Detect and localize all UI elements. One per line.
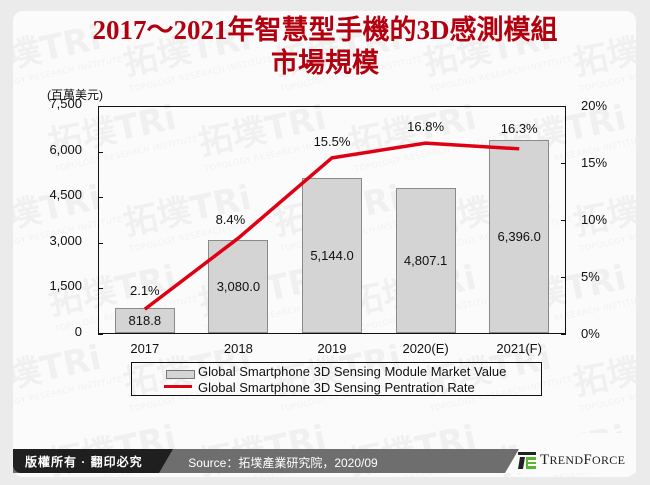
bar-value-label: 4,807.1 [403, 252, 448, 268]
penetration-rate-label: 16.3% [500, 120, 538, 136]
legend-bar-label: Global Smartphone 3D Sensing Module Mark… [198, 364, 507, 379]
legend: Global Smartphone 3D Sensing Module Mark… [131, 362, 542, 396]
left-axis-tick-label: 7,500 [49, 96, 82, 111]
left-axis-tick [98, 288, 103, 290]
footer-copyright-band [13, 449, 173, 473]
left-axis-tick [98, 151, 103, 153]
left-axis-unit: (百萬美元) [47, 88, 103, 102]
penetration-rate-label: 15.5% [313, 133, 351, 149]
penetration-rate-label: 2.1% [129, 283, 160, 299]
x-axis-label: 2019 [317, 341, 347, 356]
right-axis-tick-label: 20% [581, 98, 608, 113]
market-value-bar: 6,396.0 [489, 140, 550, 333]
legend-bar-swatch [166, 370, 195, 379]
bar-value-label: 6,396.0 [497, 228, 541, 244]
trendforce-logo-icon [518, 452, 536, 469]
watermark-logo: 拓墣TRiTOPOLOGY RESEARCH INSTITUTE [13, 326, 124, 414]
chart-title: 2017～2021年智慧型手機的3D感測模組 市場規模 [0, 14, 650, 80]
left-axis-tick [98, 242, 103, 244]
x-axis-label: 2018 [223, 341, 253, 356]
left-axis-tick-label: 3,000 [49, 232, 82, 248]
penetration-rate-line [143, 141, 520, 311]
right-axis-tick-label: 15% [581, 155, 608, 170]
market-value-bar: 5,144.0 [302, 178, 362, 333]
left-axis-tick-label: 4,500 [49, 187, 82, 203]
right-axis-tick [561, 334, 566, 335]
trendforce-logo: TRENDFORCE [518, 452, 625, 469]
legend-line-label: Global Smartphone 3D Sensing Pentration … [198, 380, 475, 395]
bar-value-label: 818.8 [128, 312, 162, 328]
penetration-rate-label: 8.4% [215, 212, 246, 228]
left-axis-tick-label: 0 [74, 324, 82, 339]
footer: 版權所有 · 翻印必究 Source：拓墣產業研究院，2020/09 TREND… [13, 433, 636, 473]
right-axis-tick-label: 10% [581, 212, 608, 227]
right-axis-tick [561, 163, 566, 164]
x-axis-label: 2017 [130, 341, 160, 356]
market-value-bar: 818.8 [114, 308, 175, 333]
right-axis-tick-label: 0% [581, 326, 600, 341]
penetration-rate-label: 16.8% [407, 119, 445, 135]
right-axis-tick [561, 277, 566, 278]
x-axis-label: 2021(F) [496, 341, 542, 356]
x-axis-label: 2020(E) [402, 341, 449, 356]
right-axis-tick-label: 5% [581, 269, 600, 284]
left-axis-tick-label: 6,000 [49, 141, 82, 157]
source-text: Source：拓墣產業研究院，2020/09 [188, 456, 378, 470]
bar-value-label: 3,080.0 [216, 278, 261, 294]
copyright-text: 版權所有 · 翻印必究 [25, 455, 143, 469]
left-axis-tick [98, 334, 103, 335]
plot-area: 818.8 3,080.0 5,144.0 4,807.1 6,396.0 2.1% 8.4… [98, 106, 566, 334]
title-line-1: 2017～2021年智慧型手機的3D感測模組 [92, 15, 558, 45]
title-line-2: 市場規模 [271, 48, 379, 78]
market-value-bar: 4,807.1 [395, 188, 456, 333]
market-value-bar: 3,080.0 [208, 240, 269, 333]
bar-value-label: 5,144.0 [310, 247, 354, 263]
left-axis-tick-label: 1,500 [49, 278, 82, 294]
legend-line-swatch [164, 385, 192, 388]
left-axis-tick [98, 197, 103, 199]
right-axis-tick [561, 220, 566, 221]
trendforce-logo-text: TRENDFORCE [540, 452, 626, 468]
watermark-logo: 拓墣TRiTOPOLOGY RESEARCH INSTITUTE [569, 166, 636, 254]
watermark-logo: 拓墣TRiTOPOLOGY RESEARCH INSTITUTE [569, 326, 636, 414]
